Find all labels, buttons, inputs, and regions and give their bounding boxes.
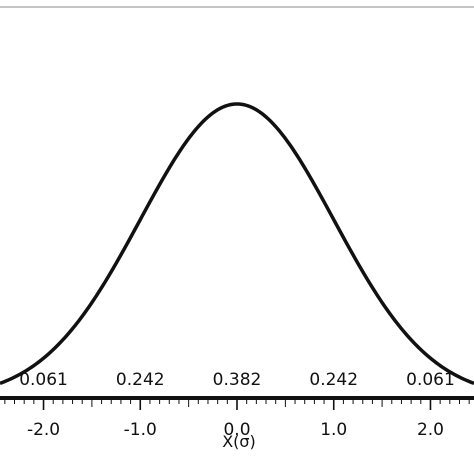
x-tick-label: -2.0 bbox=[27, 420, 60, 440]
area-probability-label: 0.061 bbox=[19, 370, 68, 390]
x-tick-label: 2.0 bbox=[417, 420, 444, 440]
x-tick-label: 0.0 bbox=[223, 420, 250, 440]
area-probability-label: 0.061 bbox=[406, 370, 455, 390]
x-tick-label: 1.0 bbox=[320, 420, 347, 440]
x-axis bbox=[0, 396, 474, 410]
area-probability-label: 0.242 bbox=[309, 370, 358, 390]
area-labels: 0.061 0.242 0.382 0.242 0.061 bbox=[19, 370, 455, 390]
tick-labels: -2.0 -1.0 0.0 1.0 2.0 bbox=[27, 420, 444, 440]
density-curve bbox=[0, 102, 474, 386]
area-probability-label: 0.382 bbox=[213, 370, 262, 390]
x-axis-title: X(σ) bbox=[222, 432, 256, 451]
x-tick-label: -1.0 bbox=[124, 420, 157, 440]
area-probability-label: 0.242 bbox=[116, 370, 165, 390]
